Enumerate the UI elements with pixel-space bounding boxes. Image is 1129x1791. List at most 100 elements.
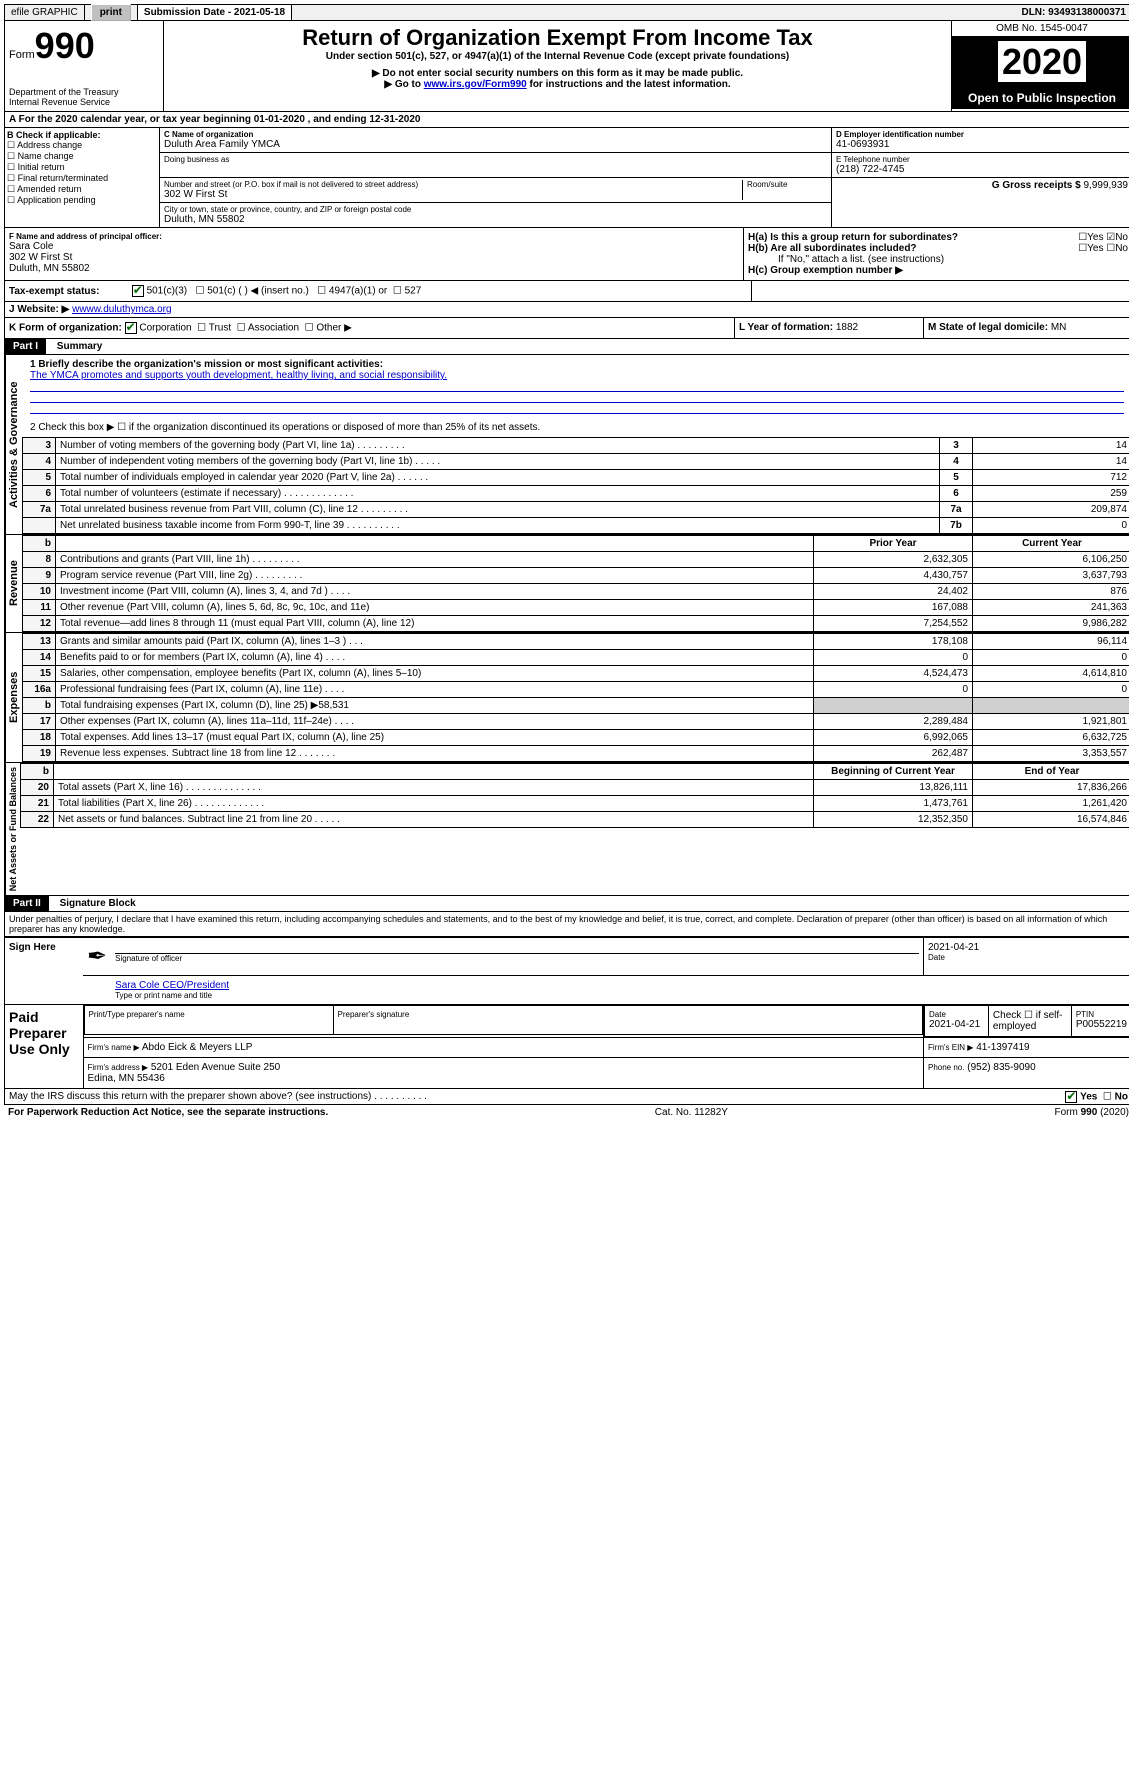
revenue-table: b Prior Year Current Year8 Contributions… xyxy=(22,535,1129,632)
prior-value: 0 xyxy=(814,682,973,698)
line-num: 16a xyxy=(23,682,56,698)
street-address: 302 W First St xyxy=(164,189,742,200)
city-state-zip: Duluth, MN 55802 xyxy=(164,214,827,225)
prep-date: 2021-04-21 xyxy=(929,1019,984,1030)
chk-corp[interactable] xyxy=(125,322,137,334)
current-value: 4,614,810 xyxy=(973,666,1129,682)
line-text: Professional fundraising fees (Part IX, … xyxy=(56,682,814,698)
prior-value: 13,826,111 xyxy=(814,780,973,796)
line-value: 0 xyxy=(973,518,1129,534)
current-value: 0 xyxy=(973,650,1129,666)
line-text: Total number of individuals employed in … xyxy=(56,470,940,486)
current-value: 16,574,846 xyxy=(973,812,1129,828)
current-value: 1,921,801 xyxy=(973,714,1129,730)
current-value xyxy=(973,698,1129,714)
line-text: Number of independent voting members of … xyxy=(56,454,940,470)
line-box: 7a xyxy=(940,502,973,518)
form-header: Form990 Department of the Treasury Inter… xyxy=(4,21,1129,112)
line2: 2 Check this box ▶ ☐ if the organization… xyxy=(22,418,1129,437)
current-value: 3,637,793 xyxy=(973,568,1129,584)
line-num: b xyxy=(23,698,56,714)
chk-address-change[interactable]: ☐ Address change xyxy=(7,140,157,151)
pra-notice: For Paperwork Reduction Act Notice, see … xyxy=(8,1107,328,1118)
submission-date: Submission Date - 2021-05-18 xyxy=(138,5,292,20)
prior-value: 178,108 xyxy=(814,634,973,650)
line-text: Program service revenue (Part VIII, line… xyxy=(56,568,814,584)
line-text: Total fundraising expenses (Part IX, col… xyxy=(56,698,814,714)
prior-value xyxy=(814,698,973,714)
line-num: 3 xyxy=(23,438,56,454)
chk-final-return[interactable]: ☐ Final return/terminated xyxy=(7,173,157,184)
ha-label: H(a) Is this a group return for subordin… xyxy=(748,232,958,243)
line-text: Investment income (Part VIII, column (A)… xyxy=(56,584,814,600)
netassets-table: b Beginning of Current Year End of Year2… xyxy=(20,763,1129,828)
firm-ein-label: Firm's EIN ▶ xyxy=(928,1043,973,1052)
self-employed-check[interactable]: Check ☐ if self-employed xyxy=(988,1006,1071,1037)
current-value: 241,363 xyxy=(973,600,1129,616)
chk-name-change[interactable]: ☐ Name change xyxy=(7,151,157,162)
dln-number: DLN: 93493138000371 xyxy=(1015,5,1129,20)
irs-link[interactable]: www.irs.gov/Form990 xyxy=(424,79,527,90)
line-num: 18 xyxy=(23,730,56,746)
tab-revenue: Revenue xyxy=(5,535,22,632)
line-value: 712 xyxy=(973,470,1129,486)
org-name-label: C Name of organization xyxy=(164,130,827,139)
line-num: 20 xyxy=(21,780,54,796)
prior-value: 2,289,484 xyxy=(814,714,973,730)
line-num: 10 xyxy=(23,584,56,600)
line-value: 259 xyxy=(973,486,1129,502)
form-label: Form xyxy=(9,49,35,61)
chk-application-pending[interactable]: ☐ Application pending xyxy=(7,195,157,206)
state-domicile-label: M State of legal domicile: xyxy=(928,322,1048,333)
dba-label: Doing business as xyxy=(164,155,827,164)
org-name: Duluth Area Family YMCA xyxy=(164,139,827,150)
discuss-yes[interactable] xyxy=(1065,1091,1077,1103)
line-box: 7b xyxy=(940,518,973,534)
line-text: Other revenue (Part VIII, column (A), li… xyxy=(56,600,814,616)
year-formation-label: L Year of formation: xyxy=(739,322,833,333)
col-prior: Prior Year xyxy=(814,536,973,552)
chk-501c3[interactable] xyxy=(132,285,144,297)
section-netassets: Net Assets or Fund Balances b Beginning … xyxy=(4,763,1129,896)
prep-name-label: Print/Type preparer's name xyxy=(89,1010,329,1019)
firm-name-label: Firm's name ▶ xyxy=(88,1043,140,1052)
officer-group-block: F Name and address of principal officer:… xyxy=(4,228,1129,281)
line-num: 14 xyxy=(23,650,56,666)
city-label: City or town, state or province, country… xyxy=(164,205,827,214)
sig-officer-label: Signature of officer xyxy=(115,954,919,963)
section-revenue: Revenue b Prior Year Current Year8 Contr… xyxy=(4,535,1129,633)
goto-post: for instructions and the latest informat… xyxy=(527,79,731,90)
prep-sig-label: Preparer's signature xyxy=(338,1010,919,1019)
line-text: Contributions and grants (Part VIII, lin… xyxy=(56,552,814,568)
current-value: 0 xyxy=(973,682,1129,698)
sign-here-label: Sign Here xyxy=(5,938,84,1005)
line-box: 5 xyxy=(940,470,973,486)
dept-treasury: Department of the Treasury Internal Reve… xyxy=(9,87,159,107)
part1-hdr: Part I xyxy=(5,339,46,354)
tab-netassets: Net Assets or Fund Balances xyxy=(5,763,20,895)
line-num: 5 xyxy=(23,470,56,486)
form-footer: Form 990 (2020) xyxy=(1055,1107,1129,1118)
cat-number: Cat. No. 11282Y xyxy=(655,1107,728,1118)
line-text: Total liabilities (Part X, line 26) . . … xyxy=(54,796,814,812)
firm-name: Abdo Eick & Meyers LLP xyxy=(142,1042,253,1053)
prior-value: 167,088 xyxy=(814,600,973,616)
signature-block: Sign Here ✒ Signature of officer 2021-04… xyxy=(4,937,1129,1089)
type-name-label: Type or print name and title xyxy=(115,991,1128,1000)
prior-value: 4,524,473 xyxy=(814,666,973,682)
prior-value: 1,473,761 xyxy=(814,796,973,812)
line-num: 12 xyxy=(23,616,56,632)
officer-name: Sara Cole xyxy=(9,241,739,252)
website-label: J Website: ▶ xyxy=(9,304,69,315)
ein-value: 41-0693931 xyxy=(836,139,1128,150)
officer-label: F Name and address of principal officer: xyxy=(9,232,739,241)
open-to-public: Open to Public Inspection xyxy=(952,87,1129,109)
firm-addr-label: Firm's address ▶ xyxy=(88,1063,149,1072)
chk-amended[interactable]: ☐ Amended return xyxy=(7,184,157,195)
chk-initial-return[interactable]: ☐ Initial return xyxy=(7,162,157,173)
line-box: 6 xyxy=(940,486,973,502)
print-button[interactable]: print xyxy=(91,4,131,21)
hc-label: H(c) Group exemption number ▶ xyxy=(748,265,1128,276)
website-link[interactable]: wwww.duluthymca.org xyxy=(72,304,171,315)
officer-typed-name: Sara Cole CEO/President xyxy=(115,980,1128,991)
